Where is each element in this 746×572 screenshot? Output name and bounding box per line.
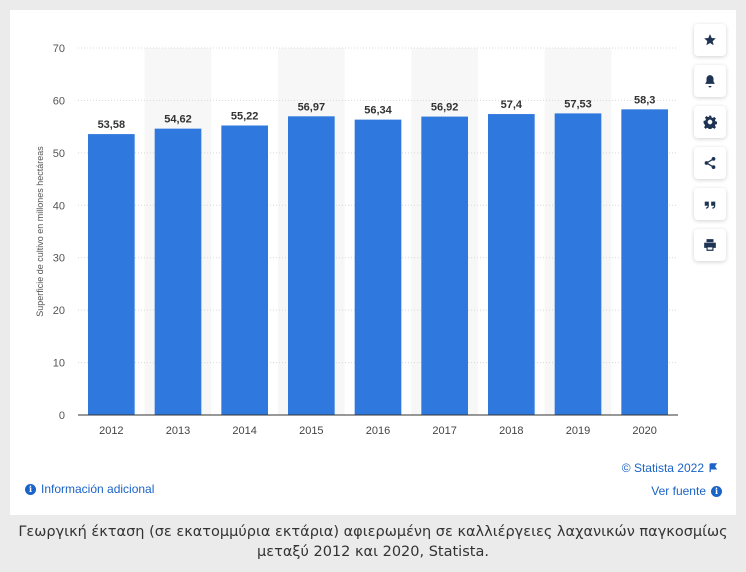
data-label: 53,58: [98, 119, 126, 131]
info-icon: i: [25, 483, 36, 495]
bar: [88, 134, 135, 415]
y-tick-label: 70: [53, 43, 65, 55]
x-tick-label: 2015: [299, 425, 323, 437]
more-info-link[interactable]: i Información adicional: [25, 482, 154, 496]
share-button[interactable]: [694, 147, 726, 179]
bar: [621, 109, 668, 415]
x-tick-label: 2012: [99, 425, 123, 437]
y-tick-label: 0: [59, 410, 65, 422]
share-icon: [704, 157, 716, 169]
y-tick-label: 40: [53, 200, 65, 212]
y-axis-label: Superficie de cultivo en millones hectár…: [35, 146, 45, 317]
more-info-label[interactable]: Información adicional: [41, 482, 155, 496]
statista-credits[interactable]: © Statista 2022: [622, 461, 718, 475]
y-tick-label: 50: [53, 148, 65, 160]
data-label: 57,4: [501, 99, 523, 111]
settings-button[interactable]: [694, 106, 726, 138]
bar-chart: 0 10 20 30 40 50 60 70 Superficie de cultivo en …: [35, 43, 678, 437]
data-label: 58,3: [634, 94, 655, 106]
bar: [554, 113, 602, 416]
x-tick-label: 2016: [366, 425, 390, 437]
notification-button[interactable]: [694, 65, 726, 97]
x-tick-label: 2019: [566, 425, 590, 437]
data-label: 54,62: [164, 114, 192, 126]
x-tick-label: 2017: [432, 425, 456, 437]
print-button[interactable]: [694, 229, 726, 261]
print-icon: [704, 239, 716, 251]
y-tick-label: 30: [53, 253, 65, 265]
bell-icon: [705, 75, 715, 88]
bar: [154, 128, 202, 415]
quote-icon: [704, 201, 716, 209]
source-label[interactable]: Ver fuente: [651, 484, 706, 498]
bar: [421, 116, 468, 415]
x-tick-label: 2013: [166, 425, 190, 437]
y-tick-label: 20: [53, 305, 65, 317]
chart-card: 0 10 20 30 40 50 60 70 Superficie de cultivo en …: [10, 10, 736, 515]
y-tick-label: 60: [53, 95, 65, 107]
data-label: 57,53: [564, 98, 592, 110]
x-tick-label: 2018: [499, 425, 523, 437]
flag-icon: [709, 463, 718, 473]
x-tick-label: 2014: [232, 425, 256, 437]
data-label: 56,34: [364, 105, 392, 117]
credits-text[interactable]: © Statista 2022: [621, 461, 704, 475]
figure-caption: Γεωργική έκταση (σε εκατομμύρια εκτάρια)…: [18, 524, 728, 560]
data-label: 56,92: [431, 102, 459, 114]
y-tick-label: 10: [53, 358, 65, 370]
star-icon: [704, 34, 716, 46]
x-tick-label: 2020: [632, 425, 656, 437]
bar: [488, 114, 535, 415]
data-label: 56,97: [298, 101, 326, 113]
data-label: 55,22: [231, 110, 259, 122]
favorite-button[interactable]: [694, 24, 726, 56]
gear-icon: [703, 115, 717, 129]
bar: [288, 116, 335, 416]
bar: [354, 119, 402, 415]
cite-button[interactable]: [694, 188, 726, 220]
bar: [221, 125, 268, 415]
info-icon: i: [711, 485, 722, 497]
show-source-link[interactable]: Ver fuente i: [651, 484, 722, 498]
